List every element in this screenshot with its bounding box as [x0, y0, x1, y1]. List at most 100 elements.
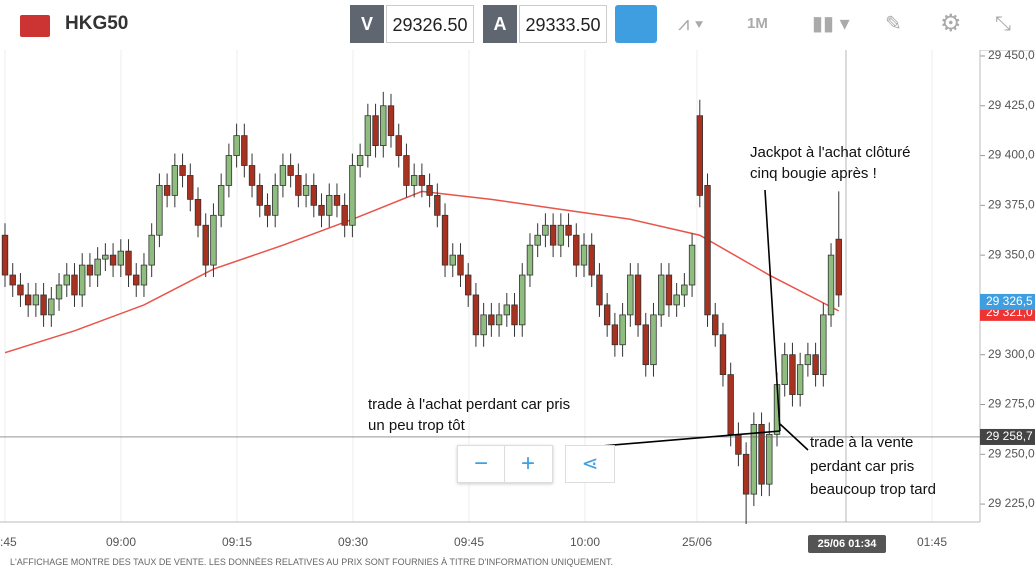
candle-button[interactable]: ▮▮ ▾: [812, 13, 850, 35]
candle-body: [233, 135, 240, 156]
candle-body: [326, 194, 333, 216]
candle-body: [827, 254, 835, 316]
candle-body: [742, 453, 750, 495]
candle-body: [63, 274, 70, 286]
sell-button[interactable]: V: [350, 5, 384, 43]
candle-body: [449, 254, 456, 266]
candle-body: [302, 185, 310, 196]
candle-body: [835, 238, 842, 296]
x-tick-label: 09:45: [454, 535, 484, 549]
timeframe-button[interactable]: 1M: [747, 15, 768, 32]
candle-body: [619, 314, 626, 346]
annotation: trade à la vente: [810, 434, 913, 451]
candle-body: [349, 165, 356, 226]
candle-body: [441, 214, 449, 266]
candle-body: [171, 165, 179, 196]
crosshair-button[interactable]: [615, 5, 657, 43]
candle-body: [488, 314, 495, 326]
candle-body: [256, 185, 263, 206]
candle-body: [627, 274, 634, 316]
candle-body: [71, 274, 78, 296]
candle-body: [681, 284, 688, 296]
candle-body: [310, 185, 317, 206]
y-tick-label: 29 225,0: [988, 496, 1035, 510]
crosshair-price-tag: 29 258,7: [986, 429, 1033, 443]
candle-body: [156, 185, 163, 236]
candle-body: [719, 334, 727, 376]
symbol: HKG50: [65, 13, 129, 34]
buy-button[interactable]: A: [483, 5, 517, 43]
share-button[interactable]: ⋖: [565, 445, 615, 483]
x-tick-label: 01:45: [917, 535, 947, 549]
candle-body: [495, 314, 503, 326]
candle-body: [79, 264, 86, 296]
candle-body: [457, 254, 464, 276]
candle-body: [9, 274, 16, 286]
y-tick-label: 29 375,0: [988, 198, 1035, 212]
annotation: cinq bougie après !: [750, 165, 877, 182]
collapse-button[interactable]: ⤡: [995, 13, 1011, 35]
candle-body: [573, 234, 580, 266]
candle-body: [812, 354, 819, 376]
annotation: beaucoup trop tard: [810, 481, 936, 498]
candle-body: [603, 304, 611, 326]
candle-body: [642, 324, 649, 366]
settings-button[interactable]: ⚙: [940, 10, 962, 37]
candle-body: [102, 254, 109, 260]
y-tick-label: 29 450,0: [988, 50, 1035, 62]
candle-body: [472, 294, 480, 336]
zoom-controls: − +: [457, 445, 553, 483]
y-tick-label: 29 350,0: [988, 247, 1035, 261]
footer: L'AFFICHAGE MONTRE DES TAUX DE VENTE. LE…: [10, 557, 614, 567]
candle-body: [356, 155, 364, 166]
trend-line: [779, 423, 809, 451]
candle-body: [341, 204, 348, 226]
candle-body: [588, 244, 595, 276]
candle-body: [658, 274, 665, 316]
candle-body: [480, 314, 487, 336]
candle-body: [17, 284, 24, 296]
zoom-in[interactable]: +: [520, 450, 535, 477]
candle-body: [727, 374, 734, 435]
buy-price[interactable]: 29333.50: [519, 5, 607, 43]
candle-body: [248, 165, 256, 186]
candle-body: [534, 234, 541, 246]
candle-body: [287, 165, 294, 176]
candle-body: [140, 264, 148, 286]
zoom-out[interactable]: −: [458, 446, 505, 482]
y-tick-label: 29 300,0: [988, 347, 1035, 361]
candle-body: [24, 294, 32, 306]
annotation: trade à l'achat perdant car pris: [368, 396, 570, 413]
candle-body: [380, 105, 387, 146]
candle-body: [225, 155, 233, 186]
candle-body: [596, 274, 603, 306]
candle-body: [133, 274, 140, 286]
chart-type-button[interactable]: ⩘ ▾: [678, 13, 704, 35]
candle-body: [318, 204, 325, 216]
candle-body: [148, 234, 155, 266]
annotation: perdant car pris: [810, 458, 914, 475]
candle-body: [387, 105, 395, 137]
sell-price[interactable]: 29326.50: [386, 5, 474, 43]
candle-body: [434, 194, 441, 216]
candle-body: [519, 274, 526, 326]
candle-body: [125, 250, 132, 276]
candle-body: [364, 115, 372, 156]
candle-body: [781, 354, 788, 385]
candle-body: [179, 165, 186, 176]
candle-body: [712, 314, 719, 336]
candle-body: [511, 304, 518, 326]
candle-body: [820, 314, 827, 376]
candle-body: [109, 254, 117, 266]
candle-body: [1, 234, 9, 276]
candle-body: [735, 433, 742, 455]
annotation: un peu trop tôt: [368, 417, 466, 434]
candle-body: [611, 324, 619, 346]
candle-body: [202, 224, 209, 266]
draw-button[interactable]: ✎: [885, 13, 902, 35]
toolbar: HKG50 V 29326.50 A 29333.50 ⩘ ▾ 1M ▮▮ ▾ …: [0, 0, 1035, 51]
candle-body: [194, 198, 202, 226]
candle-body: [241, 135, 248, 166]
candle-body: [55, 284, 63, 300]
